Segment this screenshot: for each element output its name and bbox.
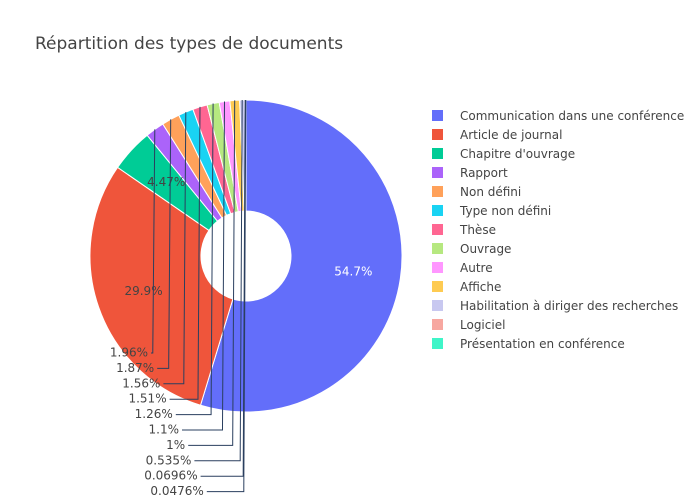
slice-label-presentation-en-conference: 0.0476%: [150, 484, 203, 498]
legend-swatch: [432, 110, 443, 121]
legend-label: Type non défini: [460, 203, 552, 218]
legend-swatch: [432, 338, 443, 349]
leader-line-type-non-defini: [163, 112, 187, 385]
legend-swatch: [432, 243, 443, 254]
leader-line-non-defini: [157, 119, 172, 369]
chart-legend[interactable]: Communication dans une conférence Article…: [430, 106, 684, 353]
legend-item-chapitre-d-ouvrage[interactable]: Chapitre d'ouvrage: [430, 144, 684, 163]
slice-label-autre: 1.1%: [149, 423, 180, 437]
slice-article-de-journal[interactable]: [89, 166, 234, 406]
legend-swatch: [432, 148, 443, 159]
legend-label: Non défini: [460, 184, 522, 199]
leader-line-ouvrage: [175, 103, 214, 416]
legend-label: Rapport: [460, 165, 508, 180]
legend-item-affiche[interactable]: Affiche: [430, 277, 684, 296]
slice-label-affiche: 1%: [166, 438, 185, 452]
chart-title: Répartition des types de documents: [35, 34, 344, 54]
leader-line-presentation-en-conference: [206, 99, 247, 493]
legend-item-habilitation-a-diriger-des-recherches[interactable]: Habilitation à diriger des recherches: [430, 296, 684, 315]
legend-swatch: [432, 205, 443, 216]
leader-line-habilitation-a-diriger-des-recherches: [194, 99, 243, 462]
slice-label-article-de-journal: 29.9%: [124, 284, 162, 298]
legend-item-presentation-en-conference[interactable]: Présentation en conférence: [430, 334, 684, 353]
slice-label-communication-dans-une-conference: 54.7%: [334, 264, 372, 278]
legend-swatch: [432, 167, 443, 178]
legend-swatch: [432, 262, 443, 273]
leader-line-affiche: [188, 100, 236, 446]
legend-label: Présentation en conférence: [460, 336, 625, 351]
legend-label: Habilitation à diriger des recherches: [460, 298, 679, 313]
legend-label: Chapitre d'ouvrage: [460, 146, 576, 161]
slice-label-non-defini: 1.87%: [116, 361, 154, 375]
legend-swatch: [432, 129, 443, 140]
legend-item-communication-dans-une-conference[interactable]: Communication dans une conférence: [430, 106, 684, 125]
legend-swatch: [432, 186, 443, 197]
legend-item-non-defini[interactable]: Non défini: [430, 182, 684, 201]
slice-label-chapitre-d-ouvrage: 4.47%: [147, 175, 185, 189]
legend-swatch: [432, 319, 443, 330]
leader-line-logiciel: [200, 99, 246, 477]
slice-label-logiciel: 0.0696%: [144, 469, 197, 483]
slice-label-these: 1.51%: [128, 392, 166, 406]
slice-label-ouvrage: 1.26%: [135, 407, 173, 421]
legend-label: Communication dans une conférence: [460, 108, 685, 123]
legend-item-logiciel[interactable]: Logiciel: [430, 315, 684, 334]
leader-line-these: [169, 106, 201, 400]
legend-swatch: [432, 224, 443, 235]
legend-item-ouvrage[interactable]: Ouvrage: [430, 239, 684, 258]
legend-item-autre[interactable]: Autre: [430, 258, 684, 277]
legend-label: Thèse: [460, 222, 496, 237]
leader-line-rapport: [151, 129, 156, 354]
slice-label-rapport: 1.96%: [110, 346, 148, 360]
legend-label: Autre: [460, 260, 493, 275]
legend-label: Affiche: [460, 279, 502, 294]
slice-communication-dans-une-conference[interactable]: [199, 99, 403, 413]
legend-item-type-non-defini[interactable]: Type non défini: [430, 201, 684, 220]
legend-label: Logiciel: [460, 317, 506, 332]
legend-swatch: [432, 300, 443, 311]
legend-item-these[interactable]: Thèse: [430, 220, 684, 239]
slice-label-type-non-defini: 1.56%: [122, 376, 160, 390]
leader-line-autre: [182, 101, 225, 431]
slice-label-habilitation-a-diriger-des-recherches: 0.535%: [146, 453, 192, 467]
legend-item-rapport[interactable]: Rapport: [430, 163, 684, 182]
legend-label: Ouvrage: [460, 241, 512, 256]
legend-swatch: [432, 281, 443, 292]
legend-label: Article de journal: [460, 127, 563, 142]
legend-item-article-de-journal[interactable]: Article de journal: [430, 125, 684, 144]
